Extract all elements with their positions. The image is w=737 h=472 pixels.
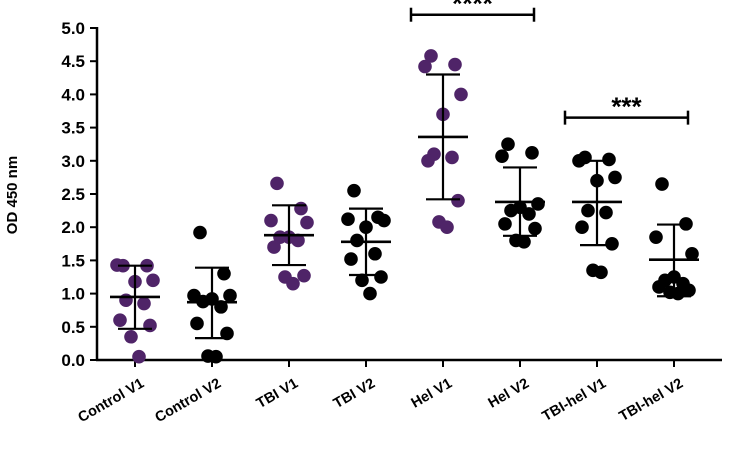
- data-point: [602, 152, 616, 167]
- data-point: [440, 220, 454, 234]
- data-point: [504, 203, 518, 218]
- data-point: [267, 240, 281, 254]
- data-point: [264, 213, 278, 228]
- data-point: [137, 296, 151, 311]
- data-point: [594, 265, 608, 280]
- y-tick-label: 3.5: [61, 119, 85, 138]
- data-point: [445, 150, 459, 165]
- data-point: [599, 205, 613, 220]
- data-point: [374, 270, 388, 284]
- data-point: [341, 212, 355, 227]
- y-tick-label: 2.5: [61, 185, 85, 204]
- significance-label: ***: [611, 92, 642, 122]
- data-point: [495, 149, 509, 163]
- data-point: [347, 183, 361, 198]
- data-point: [682, 283, 696, 298]
- data-point: [355, 273, 369, 288]
- y-axis: 0.0 0.5 1.0 1.5 2.0 2.5 3.0 3.5 4.0 4.5 5.0: [61, 19, 99, 370]
- y-tick-label: 0.5: [61, 318, 85, 337]
- data-point: [421, 154, 435, 168]
- data-point: [655, 177, 669, 191]
- data-point: [132, 349, 146, 364]
- x-tick-label: Hel V1: [409, 376, 455, 412]
- data-point: [190, 316, 204, 331]
- data-point: [124, 329, 138, 344]
- data-point: [424, 49, 438, 63]
- data-point: [110, 258, 124, 272]
- data-point: [572, 154, 586, 168]
- data-point: [418, 59, 432, 74]
- data-point: [451, 193, 465, 208]
- data-point: [501, 137, 515, 151]
- y-axis-title: OD 450 nm: [4, 156, 21, 234]
- x-tick-label: TBI-hel V2: [617, 376, 686, 425]
- significance-bracket: ****: [409, 0, 536, 22]
- group-tbi-v1: [264, 176, 314, 291]
- data-point: [217, 266, 231, 281]
- group-hel-v1: [418, 49, 468, 234]
- data-point: [454, 87, 468, 102]
- data-groups: [110, 49, 699, 364]
- group-tbi-hel-v1: [572, 150, 622, 280]
- y-tick-label: 5.0: [61, 19, 85, 38]
- y-tick-label: 1.5: [61, 251, 85, 270]
- data-point: [605, 237, 619, 251]
- data-point: [649, 230, 663, 244]
- data-point: [608, 170, 622, 185]
- data-point: [517, 235, 531, 249]
- data-point: [286, 276, 300, 291]
- data-point: [448, 57, 462, 72]
- x-axis: Control V1 Control V2 TBI V1 TBI V2 Hel V1 He…: [76, 358, 722, 427]
- data-point: [531, 197, 545, 211]
- data-point: [146, 273, 160, 288]
- y-tick-label: 1.0: [61, 285, 85, 304]
- y-tick-label: 0.0: [61, 351, 85, 370]
- data-point: [498, 217, 512, 231]
- data-point: [368, 246, 382, 261]
- x-tick-label: TBI V2: [331, 376, 378, 412]
- data-point: [652, 280, 666, 294]
- data-point: [350, 233, 364, 248]
- data-point: [113, 313, 127, 327]
- x-tick-label: TBI-hel V1: [540, 376, 609, 425]
- data-point: [119, 293, 133, 308]
- data-point: [685, 246, 699, 261]
- group-tbi-hel-v2: [649, 177, 699, 301]
- group-control-v2: [187, 225, 237, 364]
- data-point: [273, 230, 287, 244]
- x-tick-label: Control V1: [76, 376, 147, 427]
- x-tick-label: TBI V1: [254, 376, 301, 412]
- data-point: [528, 221, 542, 236]
- data-point: [300, 215, 314, 230]
- data-point: [344, 252, 358, 266]
- data-point: [377, 213, 391, 228]
- x-tick-label: Hel V2: [486, 376, 532, 412]
- x-tick-label: Control V2: [153, 376, 224, 427]
- y-tick-label: 2.0: [61, 218, 85, 237]
- group-hel-v2: [495, 137, 545, 249]
- data-point: [220, 326, 234, 341]
- data-point: [363, 286, 377, 301]
- data-point: [581, 203, 595, 218]
- data-point: [525, 146, 539, 160]
- data-point: [223, 288, 237, 303]
- data-point: [193, 225, 207, 240]
- data-point: [270, 176, 284, 191]
- data-point: [209, 349, 223, 364]
- data-point: [297, 268, 311, 283]
- data-point: [575, 220, 589, 234]
- y-tick-label: 4.0: [61, 85, 85, 104]
- data-point: [291, 233, 305, 248]
- data-point: [294, 201, 308, 216]
- significance-brackets: *******: [409, 0, 690, 125]
- significance-label: ****: [452, 0, 493, 19]
- significance-bracket: ***: [563, 92, 690, 125]
- group-tbi-v2: [341, 183, 391, 301]
- data-point: [522, 207, 536, 221]
- y-tick-label: 4.5: [61, 52, 85, 71]
- group-control-v1: [110, 258, 160, 364]
- data-point: [143, 318, 157, 333]
- y-tick-label: 3.0: [61, 152, 85, 171]
